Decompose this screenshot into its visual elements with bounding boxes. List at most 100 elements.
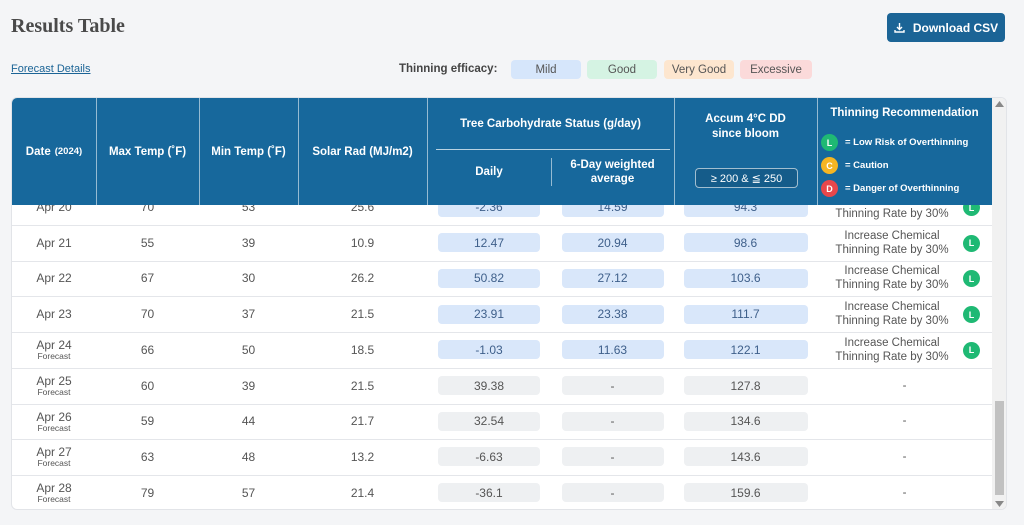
date: Apr 26 (36, 409, 72, 424)
table-row: Apr 23 70 37 21.5 23.91 23.38 111.7 Increase Ch… (12, 296, 992, 334)
daily-cell: 23.91 (427, 296, 551, 332)
solar-rad: 13.2 (350, 449, 375, 464)
sixday-value: 11.63 (561, 340, 664, 360)
column-divider (199, 98, 200, 205)
max-temp: 67 (140, 271, 155, 286)
min-temp: 50 (241, 342, 256, 357)
download-icon (894, 23, 905, 33)
table-row: Apr 26 Forecast 59 44 21.7 32.54-134.6- (12, 403, 992, 441)
column-divider (817, 98, 818, 205)
page-title: Results Table (11, 15, 125, 37)
sixday-cell: - (551, 475, 674, 509)
date-cell: Apr 26 Forecast (12, 403, 96, 439)
accum-value: 103.6 (683, 268, 808, 288)
header-year: (2024) (54, 146, 83, 157)
accum-value: 127.8 (683, 376, 808, 395)
daily-value: 32.54 (438, 411, 540, 431)
header-date-label: Date (25, 145, 51, 158)
daily-value: 23.91 (438, 304, 540, 324)
accum-cell: 127.8 (674, 368, 817, 404)
header-accum: Accum 4°C DD since bloom (705, 113, 786, 140)
accum-value: 159.6 (683, 483, 808, 503)
recommendation: Increase Chemical Thinning Rate by 30% (835, 229, 949, 256)
max-temp: 60 (140, 378, 155, 393)
accum-cell: 103.6 (674, 260, 817, 296)
risk-badge: L (963, 306, 980, 324)
rec-cell: - (817, 475, 992, 509)
daily-value: -36.1 (438, 483, 540, 503)
max-temp: 63 (140, 449, 155, 464)
accum-cell: 111.7 (674, 296, 817, 332)
sixday-value: 20.94 (561, 233, 664, 253)
sixday-cell: 27.12 (551, 260, 674, 296)
daily-value: 50.82 (438, 268, 540, 288)
header-sixday: 6-Day weighted average (570, 159, 655, 185)
risk-label: = Low Risk of Overthinning (845, 137, 969, 148)
sixday-value: 27.12 (561, 268, 664, 288)
risk-badge: D (821, 180, 838, 197)
risk-badge: L (963, 270, 980, 288)
forecast-tag: Forecast (37, 458, 71, 469)
forecast-link[interactable]: Forecast Details (11, 63, 91, 75)
table-header: Date (2024) Max Temp (˚F) Min Temp (˚F) Sola… (12, 98, 992, 205)
recommendation: Increase Chemical Thinning Rate by 30% (835, 265, 949, 292)
column-divider (427, 98, 428, 205)
risk-label: = Caution (845, 160, 889, 171)
header-rec: Thinning Recommendation (830, 107, 979, 119)
daily-cell: 50.82 (427, 260, 551, 296)
accum-value: 98.6 (683, 233, 808, 253)
forecast-tag: Forecast (37, 387, 71, 397)
forecast-tag: Forecast (37, 422, 71, 433)
accum-value: 111.7 (683, 304, 808, 324)
date-cell: Apr 27 Forecast (12, 439, 96, 475)
date-cell: Apr 24 Forecast (12, 332, 96, 368)
daily-cell: 39.38 (427, 368, 551, 404)
daily-value: -6.63 (438, 447, 540, 467)
header-solar: Solar Rad (MJ/m2) (312, 145, 413, 158)
scroll-down[interactable] (995, 501, 1004, 507)
column-divider (96, 98, 97, 205)
daily-value: 39.38 (438, 376, 540, 395)
sixday-cell: - (551, 368, 674, 404)
solar-rad: 18.5 (350, 342, 375, 357)
sixday-cell: - (551, 439, 674, 475)
recommendation: Increase Chemical Thinning Rate by 30% (835, 301, 949, 328)
sixday-cell: 23.38 (551, 296, 674, 332)
max-temp: 66 (140, 342, 155, 357)
daily-cell: 32.54 (427, 403, 551, 439)
date-cell: Apr 25 Forecast (12, 368, 96, 404)
accum-cell: 159.6 (674, 475, 817, 509)
daily-cell: -36.1 (427, 475, 551, 509)
sixday-cell: - (551, 403, 674, 439)
header-min: Min Temp (˚F) (211, 145, 286, 158)
sixday-value: - (561, 447, 664, 467)
max-temp: 79 (140, 485, 155, 500)
date: Apr 24 (36, 338, 72, 353)
solar-rad: 21.5 (350, 307, 375, 322)
recommendation: - (902, 415, 907, 428)
date: Apr 22 (36, 271, 72, 286)
min-temp: 39 (241, 378, 256, 393)
header-daily: Daily (475, 166, 503, 178)
accum-range: ≥ 200 & ≦ 250 (695, 168, 798, 188)
risk-badge: L (963, 341, 980, 359)
rec-cell: - (817, 368, 992, 404)
risk-label: = Danger of Overthinning (845, 183, 960, 194)
accum-value: 143.6 (683, 447, 808, 467)
daily-value: 12.47 (438, 233, 540, 253)
scroll-thumb[interactable] (995, 401, 1004, 495)
sub-divider (551, 158, 552, 186)
daily-cell: -6.63 (427, 439, 551, 475)
table-row: Apr 21 55 39 10.9 12.47 20.94 98.6 Increase Che… (12, 225, 992, 262)
carb-rule (436, 149, 670, 150)
scrollbar (992, 98, 1006, 509)
solar-rad: 26.2 (350, 271, 375, 286)
scroll-up[interactable] (995, 101, 1004, 107)
recommendation: - (902, 379, 907, 392)
download-button[interactable]: Download CSV (887, 13, 1005, 42)
date: Apr 23 (36, 307, 72, 322)
accum-cell: 98.6 (674, 225, 817, 261)
date: Apr 27 (36, 445, 72, 460)
